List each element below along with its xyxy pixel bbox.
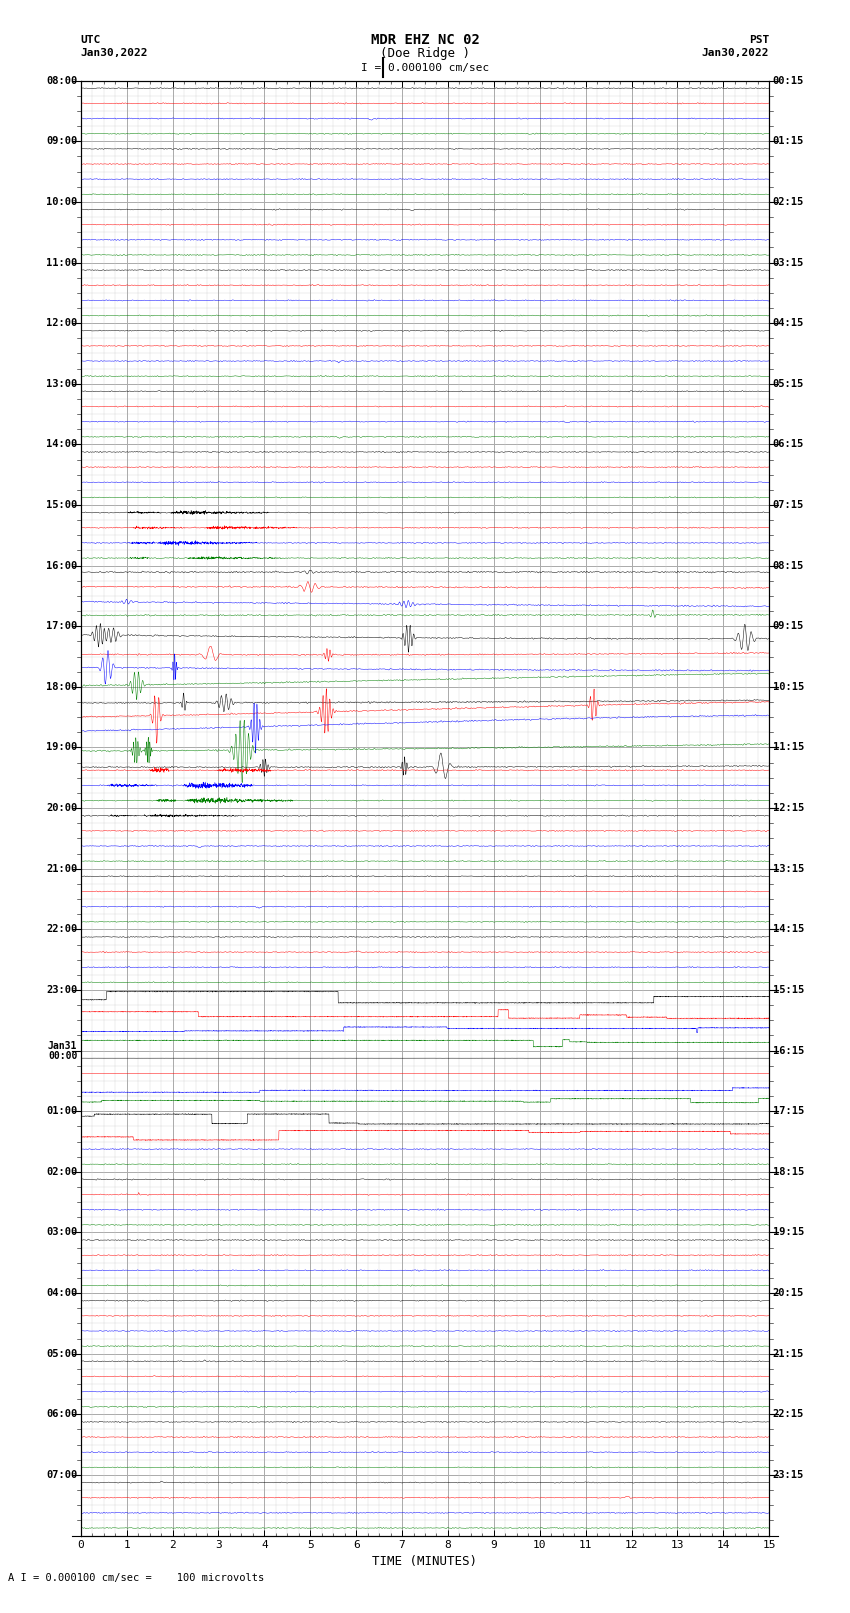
Text: 01:15: 01:15 xyxy=(773,135,804,147)
Text: PST: PST xyxy=(749,35,769,45)
Text: 23:15: 23:15 xyxy=(773,1469,804,1481)
Text: Jan31: Jan31 xyxy=(48,1040,77,1050)
Text: 15:15: 15:15 xyxy=(773,986,804,995)
Text: 07:00: 07:00 xyxy=(46,1469,77,1481)
Text: 08:00: 08:00 xyxy=(46,76,77,85)
Text: 03:00: 03:00 xyxy=(46,1227,77,1237)
Text: 04:00: 04:00 xyxy=(46,1289,77,1298)
Text: 10:15: 10:15 xyxy=(773,682,804,692)
Text: 23:00: 23:00 xyxy=(46,986,77,995)
Text: 09:15: 09:15 xyxy=(773,621,804,631)
Text: 05:00: 05:00 xyxy=(46,1348,77,1358)
Text: UTC: UTC xyxy=(81,35,101,45)
Text: Jan30,2022: Jan30,2022 xyxy=(702,48,769,58)
Text: 17:15: 17:15 xyxy=(773,1107,804,1116)
Text: 07:15: 07:15 xyxy=(773,500,804,510)
Text: 11:15: 11:15 xyxy=(773,742,804,753)
Text: 19:00: 19:00 xyxy=(46,742,77,753)
Text: 10:00: 10:00 xyxy=(46,197,77,206)
Text: 14:15: 14:15 xyxy=(773,924,804,934)
Text: 20:00: 20:00 xyxy=(46,803,77,813)
Text: 22:00: 22:00 xyxy=(46,924,77,934)
Text: MDR EHZ NC 02: MDR EHZ NC 02 xyxy=(371,34,479,47)
Text: 00:15: 00:15 xyxy=(773,76,804,85)
Text: 08:15: 08:15 xyxy=(773,561,804,571)
Text: 16:15: 16:15 xyxy=(773,1045,804,1055)
Text: (Doe Ridge ): (Doe Ridge ) xyxy=(380,47,470,60)
X-axis label: TIME (MINUTES): TIME (MINUTES) xyxy=(372,1555,478,1568)
Text: I = 0.000100 cm/sec: I = 0.000100 cm/sec xyxy=(361,63,489,73)
Text: 12:15: 12:15 xyxy=(773,803,804,813)
Text: Jan30,2022: Jan30,2022 xyxy=(81,48,148,58)
Text: 06:15: 06:15 xyxy=(773,439,804,450)
Text: 18:15: 18:15 xyxy=(773,1166,804,1177)
Text: 04:15: 04:15 xyxy=(773,318,804,327)
Text: 15:00: 15:00 xyxy=(46,500,77,510)
Text: 11:00: 11:00 xyxy=(46,258,77,268)
Text: 18:00: 18:00 xyxy=(46,682,77,692)
Text: 20:15: 20:15 xyxy=(773,1289,804,1298)
Text: 12:00: 12:00 xyxy=(46,318,77,327)
Text: 19:15: 19:15 xyxy=(773,1227,804,1237)
Text: 06:00: 06:00 xyxy=(46,1410,77,1419)
Text: 01:00: 01:00 xyxy=(46,1107,77,1116)
Text: 21:15: 21:15 xyxy=(773,1348,804,1358)
Text: 00:00: 00:00 xyxy=(48,1050,77,1061)
Text: 21:00: 21:00 xyxy=(46,863,77,874)
Text: 22:15: 22:15 xyxy=(773,1410,804,1419)
Text: A I = 0.000100 cm/sec =    100 microvolts: A I = 0.000100 cm/sec = 100 microvolts xyxy=(8,1573,264,1582)
Text: 13:00: 13:00 xyxy=(46,379,77,389)
Text: 03:15: 03:15 xyxy=(773,258,804,268)
Text: 02:00: 02:00 xyxy=(46,1166,77,1177)
Text: 13:15: 13:15 xyxy=(773,863,804,874)
Text: 17:00: 17:00 xyxy=(46,621,77,631)
Text: 16:00: 16:00 xyxy=(46,561,77,571)
Text: 02:15: 02:15 xyxy=(773,197,804,206)
Text: 09:00: 09:00 xyxy=(46,135,77,147)
Text: 05:15: 05:15 xyxy=(773,379,804,389)
Text: 14:00: 14:00 xyxy=(46,439,77,450)
